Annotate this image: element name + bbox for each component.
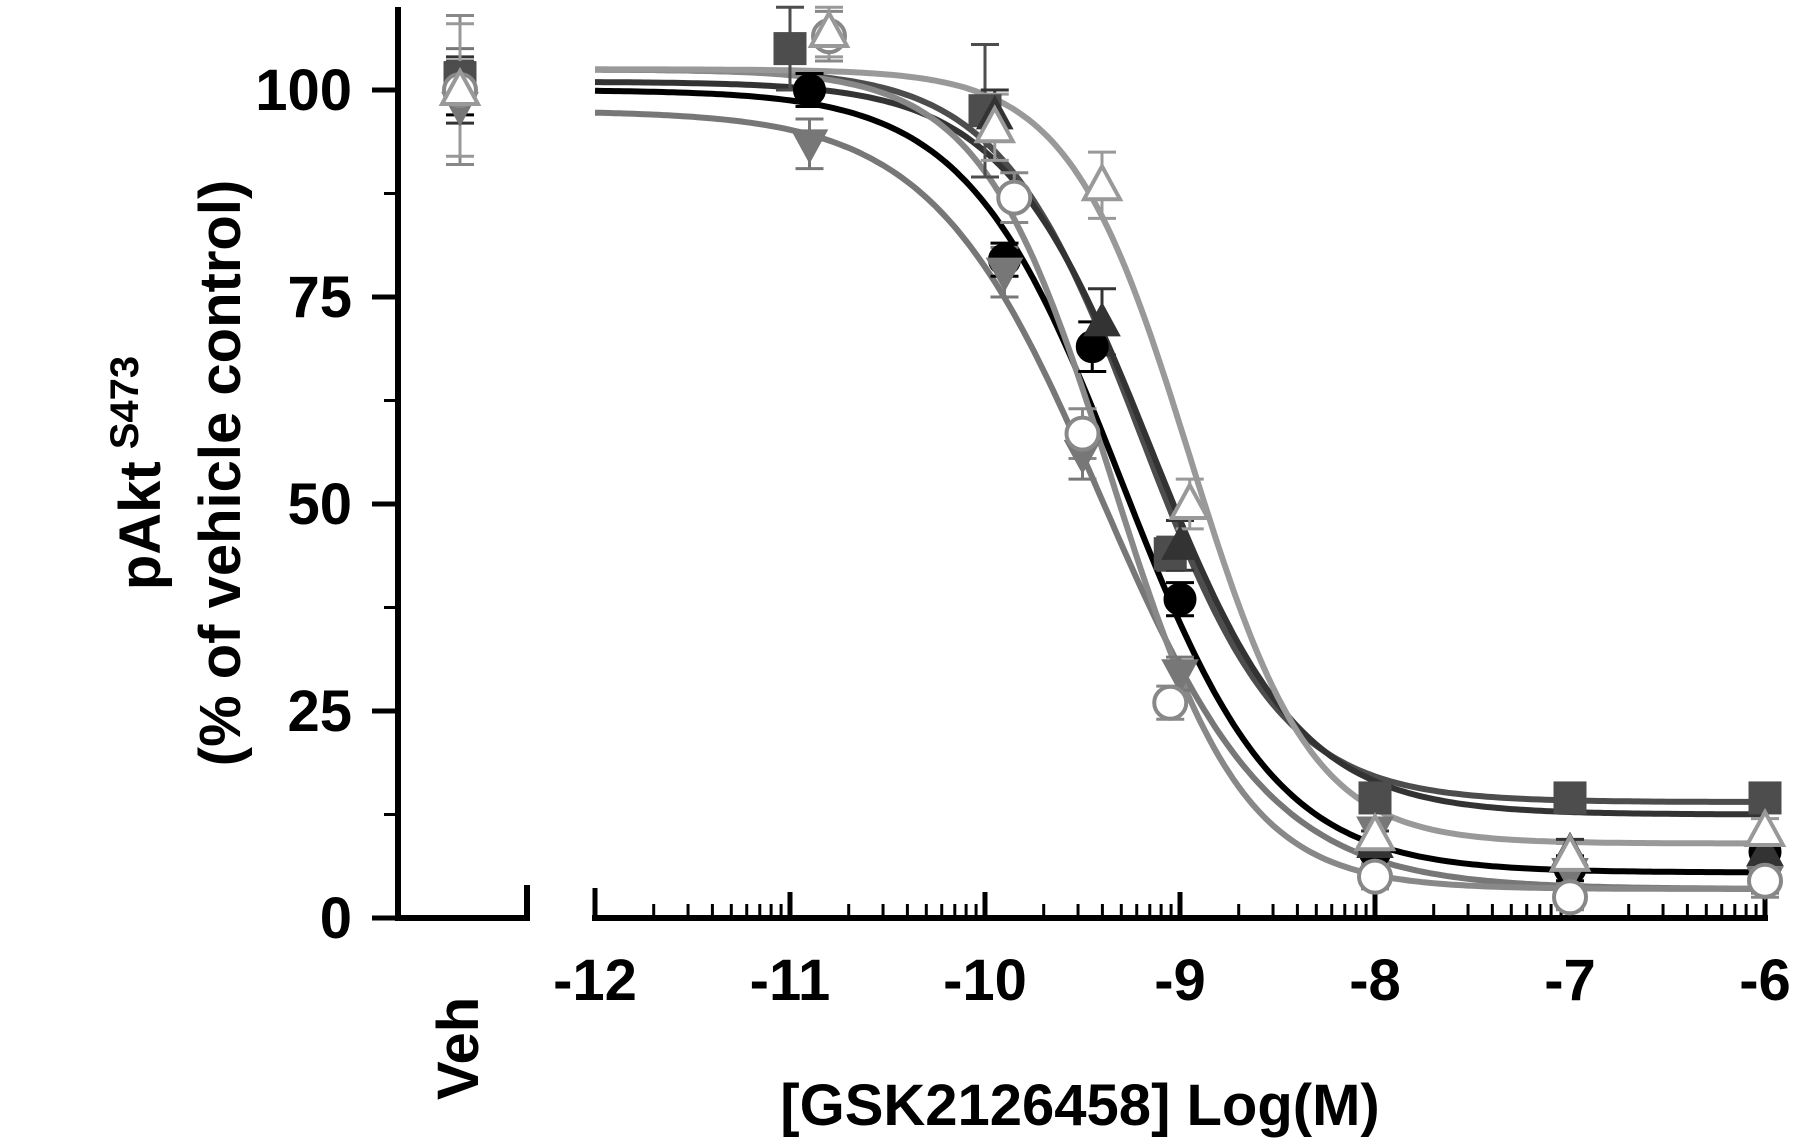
data-point bbox=[1353, 812, 1397, 852]
data-point bbox=[985, 257, 1024, 293]
y-axis-title-line2: (% of vehicle control) bbox=[188, 180, 253, 767]
data-point bbox=[1161, 525, 1199, 560]
x-tick-label: -11 bbox=[750, 948, 831, 1013]
data-point bbox=[973, 104, 1017, 144]
data-point bbox=[807, 8, 851, 49]
data-point bbox=[438, 66, 482, 106]
data-point bbox=[1743, 807, 1787, 848]
fit-curve bbox=[594, 87, 1765, 876]
y-tick-label: 0 bbox=[320, 886, 352, 951]
y-axis-title: pAkt S473 (% of vehicle control) bbox=[103, 180, 253, 767]
data-point bbox=[1553, 781, 1587, 815]
data-point bbox=[1168, 480, 1212, 520]
y-tick-label: 100 bbox=[255, 58, 352, 123]
data-point bbox=[1064, 415, 1101, 452]
y-tick-label: 50 bbox=[287, 472, 352, 537]
data-point bbox=[1747, 862, 1783, 899]
x-tick-label: -10 bbox=[943, 948, 1027, 1013]
data-point bbox=[793, 73, 826, 107]
x-tick-label: -6 bbox=[1739, 948, 1791, 1013]
data-point bbox=[1161, 659, 1199, 694]
data-point bbox=[1080, 162, 1124, 202]
x-axis-title: [GSK2126458] Log(M) bbox=[780, 1073, 1379, 1138]
y-tick-label: 75 bbox=[287, 265, 352, 330]
data-point bbox=[1548, 832, 1592, 872]
y-axis-title-sup: S473 bbox=[103, 356, 147, 449]
y-tick-label: 25 bbox=[287, 679, 352, 744]
x-tick-label: -9 bbox=[1154, 948, 1206, 1013]
data-point bbox=[773, 32, 807, 66]
x-ticks: -12 -11 -10 -9 -8 -7 -6 bbox=[553, 888, 1791, 1013]
data-point bbox=[1152, 684, 1189, 721]
data-point bbox=[1552, 879, 1588, 916]
data-point bbox=[1357, 858, 1393, 895]
data-point bbox=[996, 179, 1033, 216]
x-tick-label: -7 bbox=[1544, 948, 1596, 1013]
y-axis-title-line1: pAkt S473 bbox=[103, 356, 173, 590]
y-ticks: 0 25 50 75 100 bbox=[255, 58, 398, 951]
veh-label: Veh bbox=[426, 997, 491, 1100]
x-tick-label: -8 bbox=[1349, 948, 1401, 1013]
y-axis-title-main: pAkt bbox=[108, 461, 173, 590]
data-point bbox=[1358, 781, 1392, 815]
x-tick-label: -12 bbox=[553, 948, 637, 1013]
data-point bbox=[1163, 582, 1197, 616]
fit-curve bbox=[595, 66, 1765, 847]
data-point bbox=[1083, 301, 1121, 337]
data-point bbox=[790, 129, 829, 164]
data-points bbox=[438, 8, 1787, 916]
